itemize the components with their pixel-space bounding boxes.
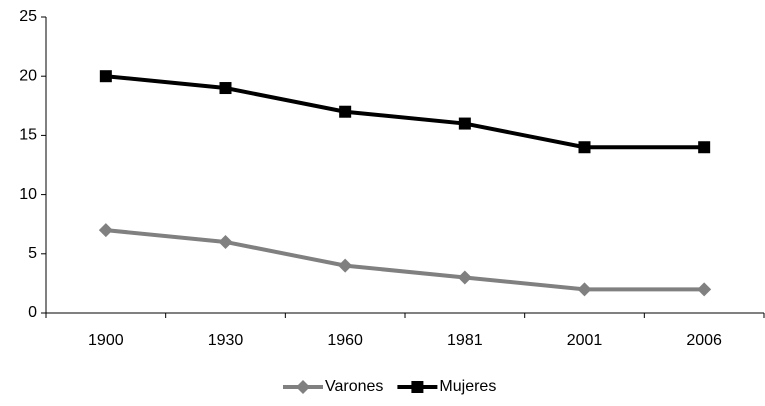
x-tick-label: 2001 xyxy=(567,332,603,349)
marker xyxy=(698,141,711,154)
marker xyxy=(411,381,424,393)
y-tick-label: 0 xyxy=(28,304,37,321)
marker xyxy=(99,70,112,83)
marker xyxy=(457,270,472,285)
marker xyxy=(296,380,310,394)
legend-label: Varones xyxy=(325,378,383,395)
x-tick-label: 1960 xyxy=(327,332,363,349)
marker xyxy=(578,141,591,154)
series-line xyxy=(105,228,705,292)
marker xyxy=(697,282,712,297)
marker xyxy=(458,117,471,130)
y-tick-label: 10 xyxy=(19,186,37,203)
x-tick-label: 1930 xyxy=(208,332,244,349)
y-tick-label: 25 xyxy=(19,8,37,25)
y-tick-label: 5 xyxy=(28,245,37,262)
marker xyxy=(98,223,113,238)
legend-label: Mujeres xyxy=(439,378,496,395)
marker xyxy=(339,105,352,118)
marker xyxy=(577,282,592,297)
y-tick-label: 15 xyxy=(19,127,37,144)
marker xyxy=(218,234,233,249)
x-tick-label: 2006 xyxy=(686,332,722,349)
marker xyxy=(219,82,232,95)
x-tick-label: 1900 xyxy=(88,332,124,349)
x-tick-label: 1981 xyxy=(447,332,483,349)
series-line xyxy=(105,74,705,150)
y-tick-label: 20 xyxy=(19,67,37,84)
marker xyxy=(338,258,353,273)
